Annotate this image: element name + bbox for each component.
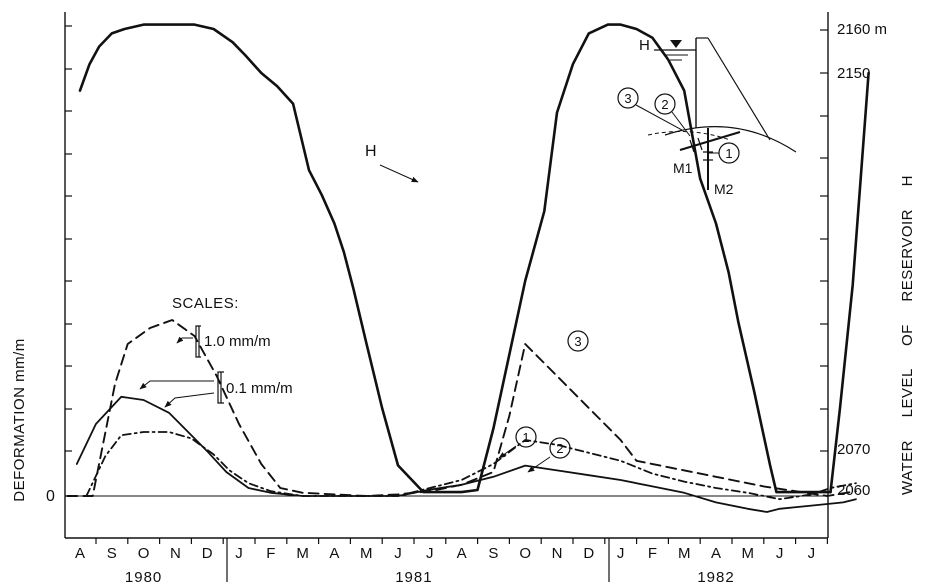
series-line-H_tail <box>829 71 870 494</box>
scales-legend: SCALES: 1.0 mm/m 0.1 mm/m <box>139 295 293 408</box>
month-label-16: D <box>583 545 594 562</box>
scale-bracket-2 <box>217 371 224 404</box>
right-tick-label-1: 2150 <box>837 65 870 82</box>
month-label-2: O <box>138 545 150 562</box>
circle-2-label: 2 <box>556 441 563 456</box>
month-label-4: D <box>202 545 213 562</box>
left-axis-ticks <box>65 25 72 497</box>
scales-title: SCALES: <box>172 295 239 312</box>
inset-m1-gauge <box>679 131 741 151</box>
inset-h-label: H <box>639 37 650 54</box>
circle-1-mark <box>515 426 537 448</box>
series-layer <box>66 23 870 513</box>
right-axis-label: WATER LEVEL OF RESERVOIR H <box>899 175 916 495</box>
left-axis-label: DEFORMATION mm/m <box>11 338 28 502</box>
month-label-17: J <box>617 545 625 562</box>
annotation-series-3: 3 <box>567 330 589 352</box>
inset-foundation <box>664 126 797 153</box>
inset-leader-3 <box>635 104 683 131</box>
scale-arrow-2 <box>139 380 214 390</box>
year-label-1980: 1980 <box>125 569 162 586</box>
inset-circle-3-label: 3 <box>624 91 631 106</box>
month-label-9: M <box>360 545 373 562</box>
month-label-10: J <box>394 545 402 562</box>
right-tick-label-3: 2060 <box>837 482 870 499</box>
right-tick-label-2: 2070 <box>837 441 870 458</box>
inset-dam-slope <box>707 37 771 141</box>
month-label-8: A <box>329 545 339 562</box>
zero-tick-label: 0 <box>46 488 55 505</box>
right-tick-label-0: 2160 m <box>837 21 887 38</box>
month-label-7: M <box>296 545 309 562</box>
month-label-12: A <box>457 545 467 562</box>
month-label-22: J <box>776 545 784 562</box>
inset-dashed-arc <box>647 130 731 141</box>
month-label-5: J <box>235 545 243 562</box>
scale-label-1: 1.0 mm/m <box>204 333 271 350</box>
annotation-h-arrow <box>379 164 419 183</box>
month-label-14: O <box>519 545 531 562</box>
month-label-3: N <box>170 545 181 562</box>
month-label-21: M <box>742 545 755 562</box>
scale-bracket-1 <box>195 325 201 358</box>
month-label-18: F <box>648 545 657 562</box>
scale-label-2: 0.1 mm/m <box>226 380 293 397</box>
inset-circle-2-label: 2 <box>661 97 668 112</box>
circle-3-mark <box>567 330 589 352</box>
month-label-11: J <box>426 545 434 562</box>
inset-leader-2 <box>671 111 691 137</box>
annotation-h: H <box>365 143 419 183</box>
month-label-19: M <box>678 545 691 562</box>
month-label-20: A <box>711 545 721 562</box>
circle-2-arrow <box>527 456 551 473</box>
year-label-1982: 1982 <box>697 569 734 586</box>
year-label-1981: 1981 <box>395 569 432 586</box>
circle-1-label: 1 <box>522 430 529 445</box>
scale-arrow-3 <box>164 392 215 408</box>
series-line-2 <box>85 431 857 501</box>
scale-arrow-1 <box>176 336 193 344</box>
month-label-23: J <box>808 545 816 562</box>
inset-water-symbol <box>670 40 682 48</box>
month-label-15: N <box>552 545 563 562</box>
month-label-6: F <box>266 545 275 562</box>
series-line-3 <box>66 319 857 497</box>
circle-3-label: 3 <box>574 334 581 349</box>
inset-circle-3 <box>617 87 639 109</box>
right-axis-ticks: 2160 m 2150 2070 2060 <box>820 21 887 499</box>
inset-dam-diagram: H 3 2 1 M1 M2 <box>617 37 797 197</box>
month-label-0: A <box>75 545 85 562</box>
inset-gauge-ticks <box>689 137 713 161</box>
series-line-1 <box>75 395 857 513</box>
inset-circle-1-label: 1 <box>725 146 732 161</box>
month-label-13: S <box>488 545 498 562</box>
inset-m2-label: M2 <box>714 181 734 197</box>
x-axis-ticks: A S O N D J F M A M J J A S O N D J F M A M J J 1980 1981 1982 <box>75 538 829 586</box>
annotation-h-label: H <box>365 143 377 160</box>
month-label-1: S <box>107 545 117 562</box>
inset-circle-2 <box>654 93 676 115</box>
annotation-series-1: 1 <box>498 426 537 459</box>
annotation-series-2: 2 <box>527 437 571 473</box>
series-line-H <box>78 23 832 494</box>
inset-m1-label: M1 <box>673 160 693 176</box>
